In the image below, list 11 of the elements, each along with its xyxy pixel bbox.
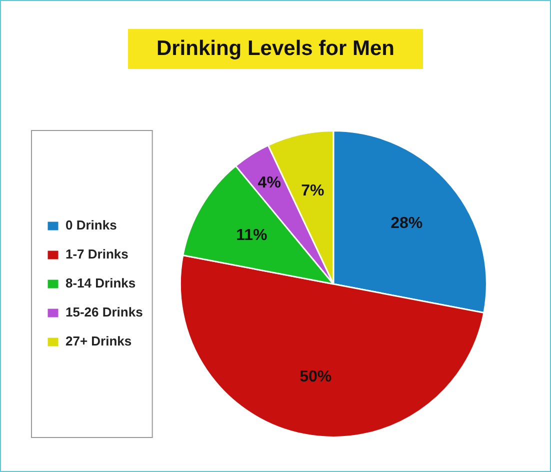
chart-title: Drinking Levels for Men: [128, 29, 423, 69]
data-label: 11%: [236, 227, 268, 244]
data-label: 28%: [390, 214, 423, 232]
legend-label: 1-7 Drinks: [66, 246, 128, 262]
legend-label: 15-26 Drinks: [66, 304, 143, 320]
data-label: 4%: [258, 174, 281, 192]
data-label: 7%: [301, 182, 324, 200]
legend-label: 27+ Drinks: [66, 334, 132, 349]
data-label: 50%: [300, 368, 332, 386]
legend-label: 8-14 Drinks: [66, 276, 136, 291]
legend-label: 0 Drinks: [66, 218, 117, 233]
